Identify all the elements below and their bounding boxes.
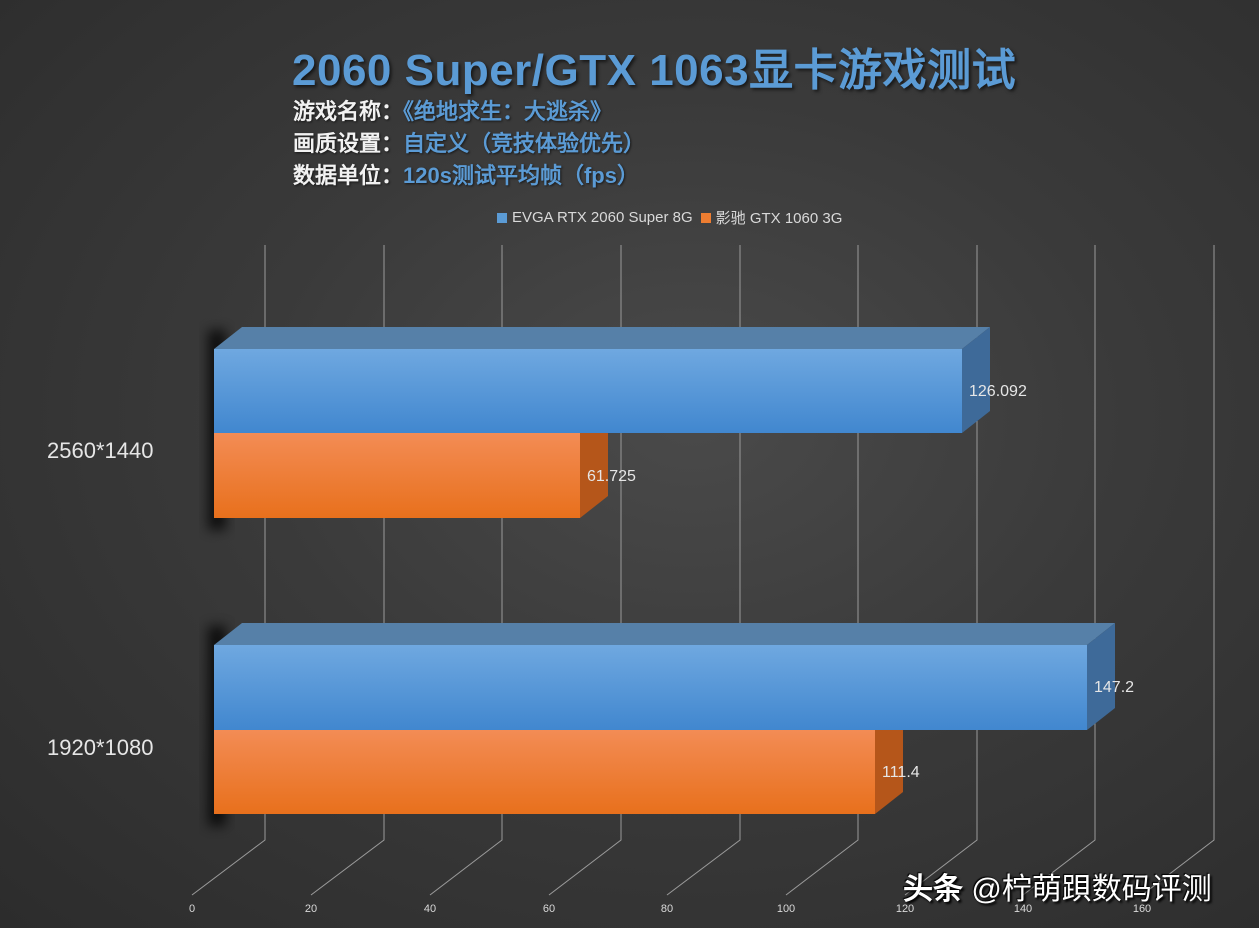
- x-tick: 80: [660, 903, 674, 915]
- legend-item-gtx1060: 影驰 GTX 1060 3G: [700, 207, 843, 228]
- x-tick: 20: [304, 903, 318, 915]
- watermark-handle: @柠萌䟺数码评测: [971, 873, 1212, 906]
- bar-2560-rtx2060: [214, 327, 990, 433]
- x-tick: 140: [1013, 903, 1033, 915]
- info-quality-key: 画质设置：: [293, 131, 404, 156]
- x-tick: 60: [542, 903, 556, 915]
- watermark: 头条 @柠萌䟺数码评测: [903, 864, 1212, 908]
- category-label-2560: 2560*1440: [47, 438, 154, 463]
- bar-1920-rtx2060: [214, 623, 1115, 730]
- chart-legend: EVGA RTX 2060 Super 8G 影驰 GTX 1060 3G: [497, 207, 850, 228]
- info-game: 游戏名称：《绝地求生：大逃杀》: [293, 94, 612, 126]
- info-game-key: 游戏名称：: [293, 99, 404, 124]
- category-label-1920: 1920*1080: [47, 735, 154, 760]
- legend-swatch-orange: [700, 212, 711, 223]
- x-tick: 160: [1132, 903, 1152, 915]
- legend-label: EVGA RTX 2060 Super 8G: [512, 209, 693, 226]
- legend-swatch-blue: [497, 212, 507, 223]
- info-quality: 画质设置：自定义（竞技体验优先）: [293, 126, 645, 158]
- info-quality-value: 自定义（竞技体验优先）: [403, 131, 646, 156]
- data-label: 61.725: [587, 468, 636, 485]
- data-label: 111.4: [882, 764, 920, 781]
- info-unit-value: 120s测试平均帧（fps）: [403, 163, 639, 188]
- legend-label: 影驰 GTX 1060 3G: [715, 210, 843, 227]
- bar-1920-gtx1060: [214, 730, 903, 814]
- watermark-brand: 头条: [903, 873, 963, 906]
- x-tick: 0: [188, 903, 196, 915]
- info-unit-key: 数据单位：: [293, 163, 404, 188]
- x-tick: 40: [423, 903, 437, 915]
- legend-item-rtx2060: EVGA RTX 2060 Super 8G: [497, 209, 693, 226]
- x-tick: 100: [776, 903, 796, 915]
- x-tick: 120: [895, 903, 915, 915]
- info-game-value: 《绝地求生：大逃杀》: [403, 99, 613, 124]
- data-label: 147.2: [1094, 679, 1135, 696]
- info-unit: 数据单位：120s测试平均帧（fps）: [293, 158, 639, 190]
- bar-2560-gtx1060: [214, 433, 608, 518]
- data-label: 126.092: [969, 383, 1027, 400]
- chart-title: 2060 Super/GTX 1063显卡游戏测试: [292, 46, 1017, 95]
